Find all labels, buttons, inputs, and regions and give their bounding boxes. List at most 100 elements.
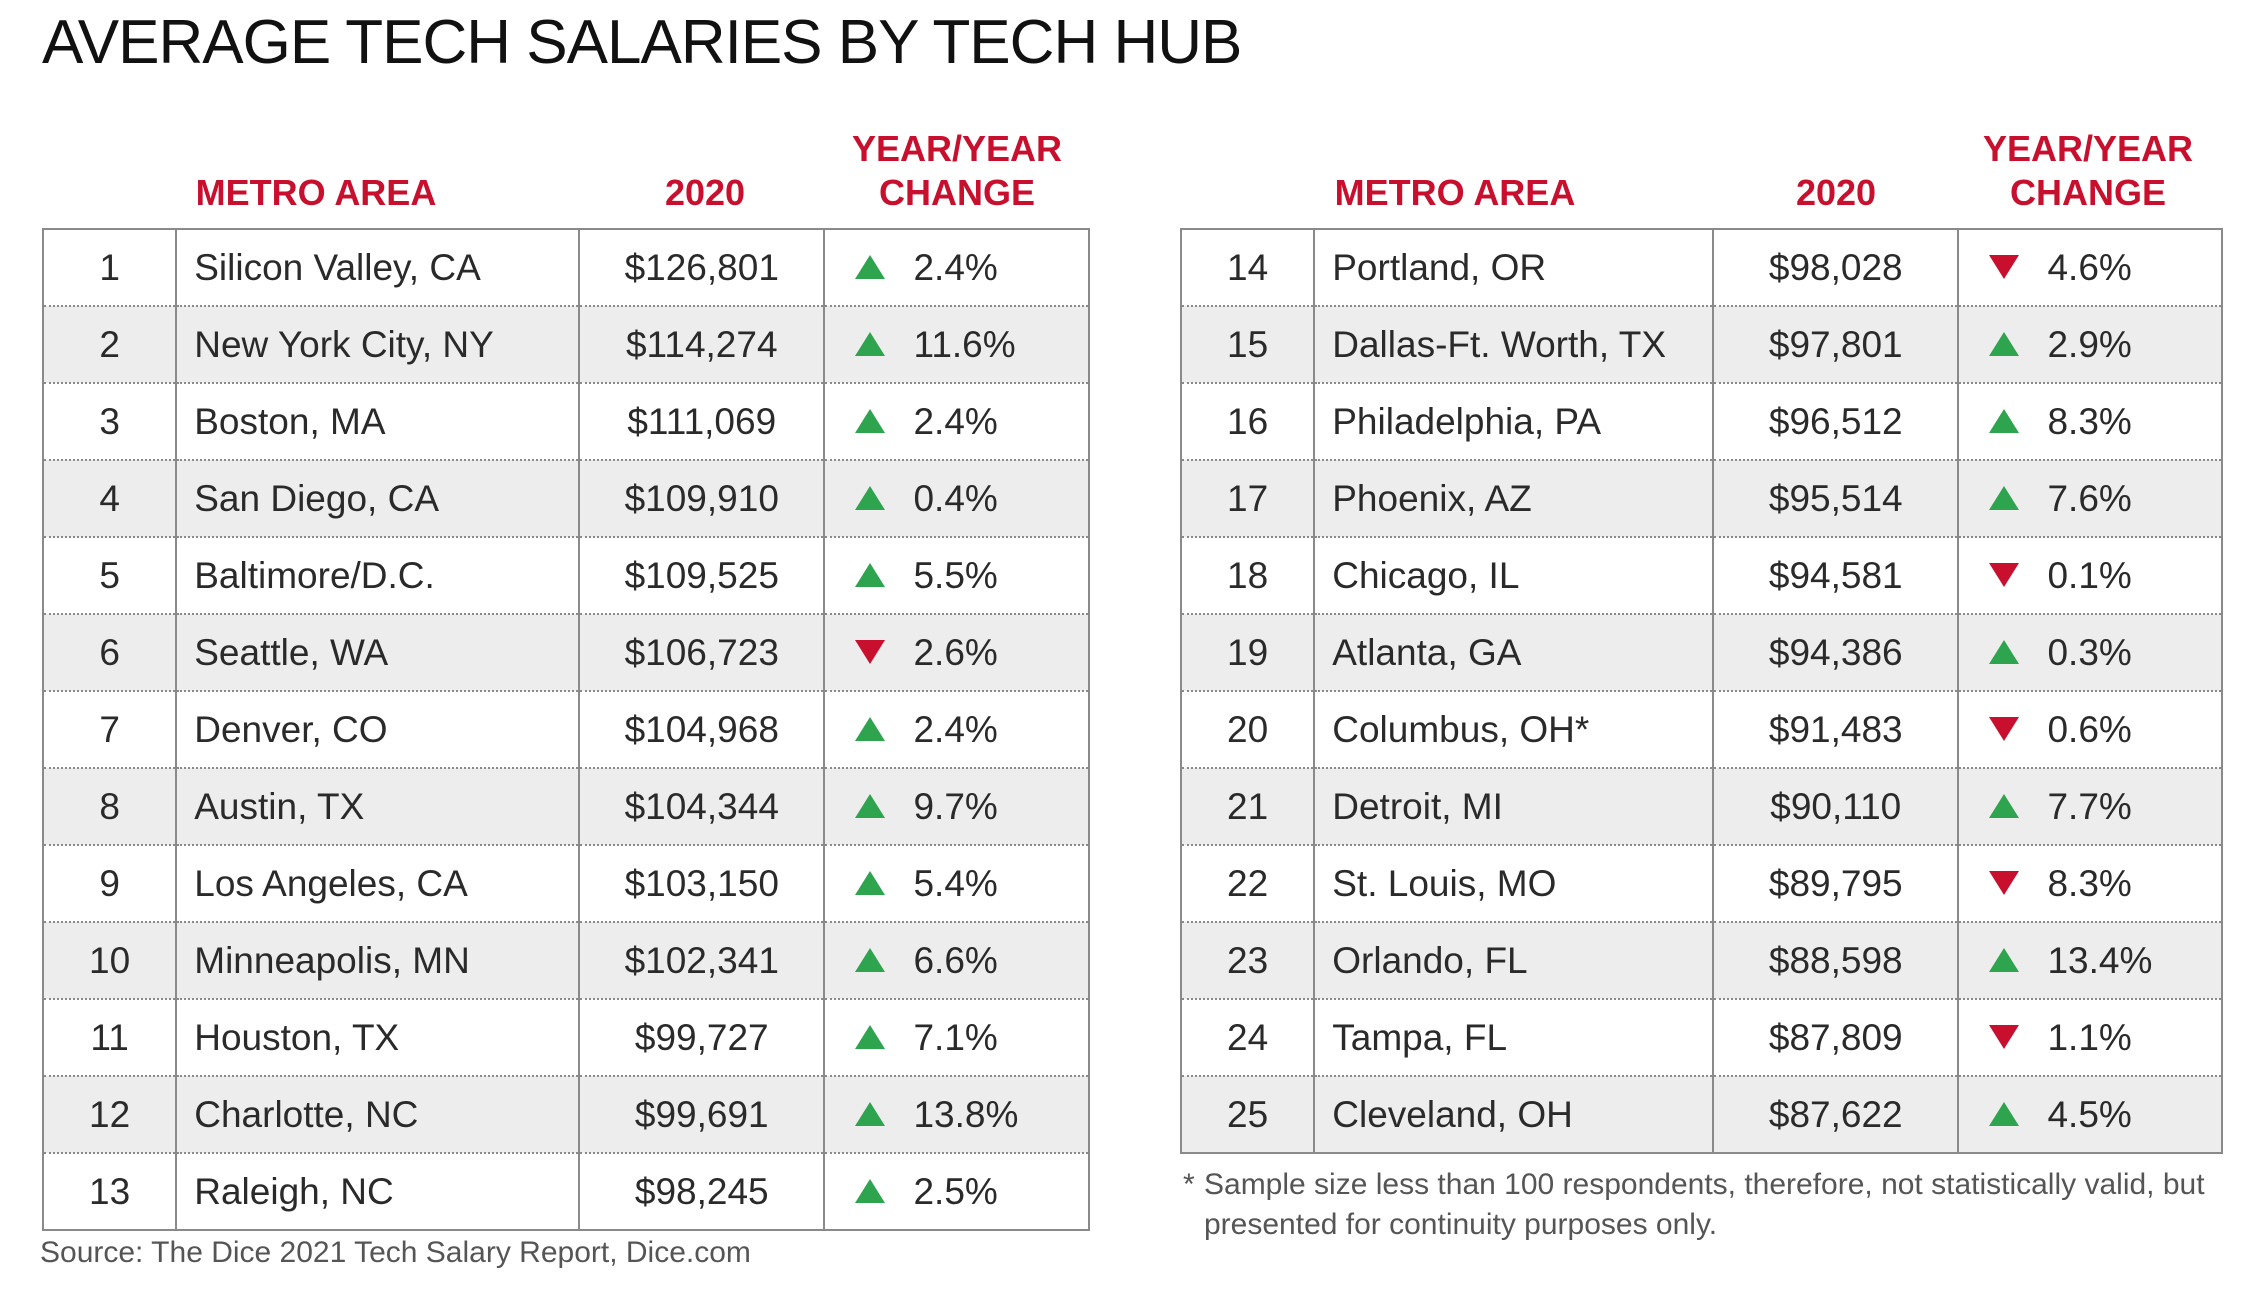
- table-row: 9 Los Angeles, CA $103,150 5.4%: [43, 845, 1089, 923]
- change-cell: 13.4%: [1957, 922, 2222, 1000]
- change-cell: 7.1%: [823, 999, 1089, 1077]
- change-cell: 9.7%: [823, 768, 1089, 846]
- year-header-left: 2020: [664, 172, 746, 213]
- change-cell: 0.6%: [1957, 691, 2222, 769]
- metro-cell: Columbus, OH*: [1313, 691, 1714, 769]
- rank-cell: 25: [1181, 1076, 1315, 1153]
- table-row: 4 San Diego, CA $109,910 0.4%: [43, 460, 1089, 538]
- rank-cell: 16: [1181, 383, 1315, 461]
- salary-cell: $89,795: [1712, 845, 1959, 923]
- change-cell: 4.6%: [1957, 229, 2222, 307]
- triangle-down-icon: [1989, 562, 2020, 587]
- triangle-up-icon: [855, 1101, 886, 1126]
- table-row: 23 Orlando, FL $88,598 13.4%: [1181, 922, 2222, 1000]
- change-value: 4.6%: [2047, 246, 2132, 288]
- metro-cell: Orlando, FL: [1313, 922, 1714, 1000]
- rank-cell: 17: [1181, 460, 1315, 538]
- metro-cell: Austin, TX: [175, 768, 580, 846]
- change-cell: 0.1%: [1957, 537, 2222, 615]
- triangle-up-icon: [855, 716, 886, 741]
- rank-cell: 9: [43, 845, 177, 923]
- rank-cell: 2: [43, 306, 177, 384]
- salary-cell: $99,691: [578, 1076, 825, 1154]
- metro-cell: Minneapolis, MN: [175, 922, 580, 1000]
- table-row: 18 Chicago, IL $94,581 0.1%: [1181, 537, 2222, 615]
- change-header-line2: CHANGE: [2009, 172, 2166, 213]
- footnote-mark: *: [1183, 1168, 1195, 1201]
- rank-cell: 21: [1181, 768, 1315, 846]
- salary-cell: $104,968: [578, 691, 825, 769]
- table-row: 16 Philadelphia, PA $96,512 8.3%: [1181, 383, 2222, 461]
- change-value: 0.3%: [2047, 631, 2132, 673]
- change-cell: 2.5%: [823, 1153, 1089, 1230]
- table-row: 17 Phoenix, AZ $95,514 7.6%: [1181, 460, 2222, 538]
- metro-cell: San Diego, CA: [175, 460, 580, 538]
- triangle-down-icon: [1989, 870, 2020, 895]
- change-value: 8.3%: [2047, 400, 2132, 442]
- triangle-down-icon: [1989, 1024, 2020, 1049]
- table-row: 24 Tampa, FL $87,809 1.1%: [1181, 999, 2222, 1077]
- triangle-up-icon: [855, 331, 886, 356]
- metro-cell: Silicon Valley, CA: [175, 229, 580, 307]
- table-row: 25 Cleveland, OH $87,622 4.5%: [1181, 1076, 2222, 1153]
- rank-cell: 10: [43, 922, 177, 1000]
- footnote-text: Sample size less than 100 respondents, t…: [1204, 1168, 2205, 1241]
- rank-cell: 14: [1181, 229, 1315, 307]
- triangle-up-icon: [855, 947, 886, 972]
- rank-cell: 1: [43, 229, 177, 307]
- change-value: 7.7%: [2047, 785, 2132, 827]
- salary-cell: $126,801: [578, 229, 825, 307]
- salary-cell: $90,110: [1712, 768, 1959, 846]
- triangle-up-icon: [855, 1024, 886, 1049]
- rank-cell: 24: [1181, 999, 1315, 1077]
- change-header-left: YEAR/YEAR CHANGE: [826, 127, 1088, 215]
- change-value: 1.1%: [2047, 1016, 2132, 1058]
- rank-cell: 13: [89, 1170, 131, 1212]
- change-cell: 6.6%: [823, 922, 1089, 1000]
- triangle-up-icon: [855, 793, 886, 818]
- change-cell: 5.5%: [823, 537, 1089, 615]
- table-row: 1 Silicon Valley, CA $126,801 2.4%: [43, 229, 1089, 307]
- metro-cell: Baltimore/D.C.: [175, 537, 580, 615]
- change-value: 2.6%: [913, 631, 998, 673]
- triangle-up-icon: [1989, 485, 2020, 510]
- change-value: 11.6%: [913, 323, 1016, 365]
- rank-cell: 3: [43, 383, 177, 461]
- change-value: 5.5%: [913, 554, 998, 596]
- salary-cell: $99,727: [578, 999, 825, 1077]
- table-row: 11 Houston, TX $99,727 7.1%: [43, 999, 1089, 1077]
- change-value: 0.6%: [2047, 708, 2132, 750]
- change-value: 2.4%: [913, 246, 998, 288]
- metro-cell: Chicago, IL: [1313, 537, 1714, 615]
- change-value: 8.3%: [2047, 862, 2132, 904]
- salary-cell: $94,581: [1712, 537, 1959, 615]
- change-header-right: YEAR/YEAR CHANGE: [1957, 127, 2219, 215]
- change-cell: 2.6%: [823, 614, 1089, 692]
- chart-title: AVERAGE TECH SALARIES BY TECH HUB: [42, 8, 1242, 77]
- change-cell: 8.3%: [1957, 845, 2222, 923]
- salary-cell: $104,344: [578, 768, 825, 846]
- change-cell: 1.1%: [1957, 999, 2222, 1077]
- rank-cell: 8: [43, 768, 177, 846]
- table-row: 7 Denver, CO $104,968 2.4%: [43, 691, 1089, 769]
- triangle-up-icon: [1989, 947, 2020, 972]
- metro-cell: Phoenix, AZ: [1313, 460, 1714, 538]
- triangle-up-icon: [855, 870, 886, 895]
- table-row: 20 Columbus, OH* $91,483 0.6%: [1181, 691, 2222, 769]
- change-value: 7.1%: [913, 1016, 998, 1058]
- triangle-up-icon: [855, 408, 886, 433]
- change-cell: 7.7%: [1957, 768, 2222, 846]
- rank-cell: 18: [1181, 537, 1315, 615]
- rank-cell: 15: [1181, 306, 1315, 384]
- triangle-up-icon: [855, 1178, 886, 1203]
- source-note: Source: The Dice 2021 Tech Salary Report…: [40, 1236, 751, 1269]
- metro-cell: Denver, CO: [175, 691, 580, 769]
- change-value: 0.1%: [2047, 554, 2132, 596]
- metro-cell: St. Louis, MO: [1313, 845, 1714, 923]
- change-header-line2: CHANGE: [878, 172, 1035, 213]
- salary-cell: $109,910: [578, 460, 825, 538]
- metro-cell: Boston, MA: [175, 383, 580, 461]
- table-row: 6 Seattle, WA $106,723 2.6%: [43, 614, 1089, 692]
- rank-cell: 19: [1181, 614, 1315, 692]
- change-value: 2.5%: [913, 1170, 998, 1212]
